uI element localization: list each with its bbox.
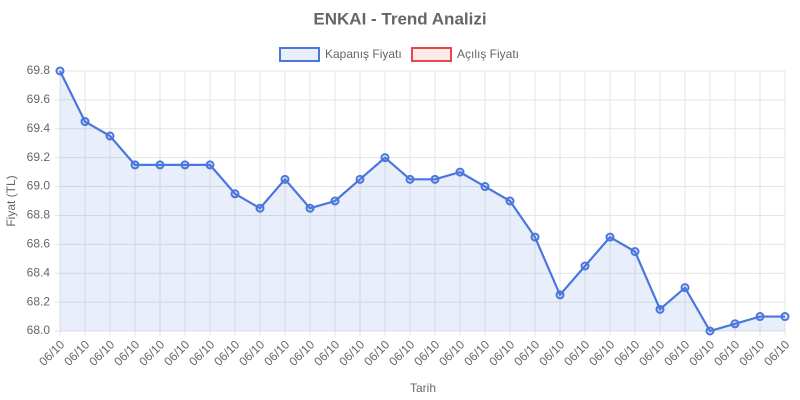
- data-point: [630, 247, 640, 257]
- x-tick-label: 06/10: [61, 337, 92, 368]
- x-tick-label: 06/10: [511, 337, 542, 368]
- data-point: [680, 283, 690, 293]
- data-point: [355, 174, 365, 184]
- x-tick-label: 06/10: [761, 337, 792, 368]
- y-tick-label: 68.2: [27, 294, 51, 308]
- x-tick-label: 06/10: [136, 337, 167, 368]
- x-tick-label: 06/10: [161, 337, 192, 368]
- x-tick-label: 06/10: [686, 337, 717, 368]
- data-point: [505, 196, 515, 206]
- x-tick-label: 06/10: [461, 337, 492, 368]
- y-tick-label: 68.0: [27, 323, 51, 337]
- y-tick-label: 69.2: [27, 150, 51, 164]
- legend-swatch[interactable]: [279, 47, 320, 62]
- legend-swatch[interactable]: [411, 47, 452, 62]
- y-tick-label: 69.8: [27, 63, 51, 77]
- x-axis-label: Tarih: [410, 381, 436, 395]
- data-point: [155, 160, 165, 170]
- data-point: [555, 290, 565, 300]
- x-tick-label: 06/10: [611, 337, 642, 368]
- x-tick-label: 06/10: [361, 337, 392, 368]
- data-point: [530, 232, 540, 242]
- data-point: [330, 196, 340, 206]
- data-point: [580, 261, 590, 271]
- x-tick-label: 06/10: [211, 337, 242, 368]
- data-point: [255, 203, 265, 213]
- x-tick-label: 06/10: [536, 337, 567, 368]
- x-tick-label: 06/10: [336, 337, 367, 368]
- x-tick-label: 06/10: [311, 337, 342, 368]
- y-tick-label: 69.6: [27, 92, 51, 106]
- data-point: [455, 167, 465, 177]
- legend-label[interactable]: Kapanış Fiyatı: [325, 47, 402, 61]
- y-tick-label: 68.4: [27, 265, 51, 279]
- x-tick-label: 06/10: [236, 337, 267, 368]
- x-tick-label: 06/10: [586, 337, 617, 368]
- data-point: [55, 66, 65, 76]
- x-tick-label: 06/10: [436, 337, 467, 368]
- x-tick-label: 06/10: [111, 337, 142, 368]
- data-point: [380, 153, 390, 163]
- data-point: [730, 319, 740, 329]
- x-tick-label: 06/10: [636, 337, 667, 368]
- y-tick-label: 69.4: [27, 121, 51, 135]
- y-tick-label: 68.6: [27, 237, 51, 251]
- data-point: [605, 232, 615, 242]
- x-tick-label: 06/10: [386, 337, 417, 368]
- x-tick-label: 06/10: [286, 337, 317, 368]
- data-point: [105, 131, 115, 141]
- x-tick-label: 06/10: [186, 337, 217, 368]
- data-point: [80, 117, 90, 127]
- x-tick-label: 06/10: [736, 337, 767, 368]
- data-point: [180, 160, 190, 170]
- x-tick-label: 06/10: [36, 337, 67, 368]
- data-point: [405, 174, 415, 184]
- data-point: [755, 312, 765, 322]
- series-area: [60, 71, 785, 331]
- data-point: [280, 174, 290, 184]
- data-point: [205, 160, 215, 170]
- y-axis-label: Fiyat (TL): [4, 175, 18, 226]
- data-point: [780, 312, 790, 322]
- data-point: [705, 326, 715, 336]
- data-point: [655, 304, 665, 314]
- data-point: [430, 174, 440, 184]
- x-tick-label: 06/10: [486, 337, 517, 368]
- y-tick-label: 69.0: [27, 179, 51, 193]
- data-point: [230, 189, 240, 199]
- x-tick-label: 06/10: [561, 337, 592, 368]
- data-point: [130, 160, 140, 170]
- x-tick-label: 06/10: [711, 337, 742, 368]
- x-tick-label: 06/10: [661, 337, 692, 368]
- chart-title: ENKAI - Trend Analizi: [313, 9, 486, 28]
- legend-label[interactable]: Açılış Fiyatı: [457, 47, 519, 61]
- x-tick-label: 06/10: [86, 337, 117, 368]
- data-point: [305, 203, 315, 213]
- x-tick-label: 06/10: [411, 337, 442, 368]
- data-point: [480, 182, 490, 192]
- x-tick-label: 06/10: [261, 337, 292, 368]
- y-tick-label: 68.8: [27, 208, 51, 222]
